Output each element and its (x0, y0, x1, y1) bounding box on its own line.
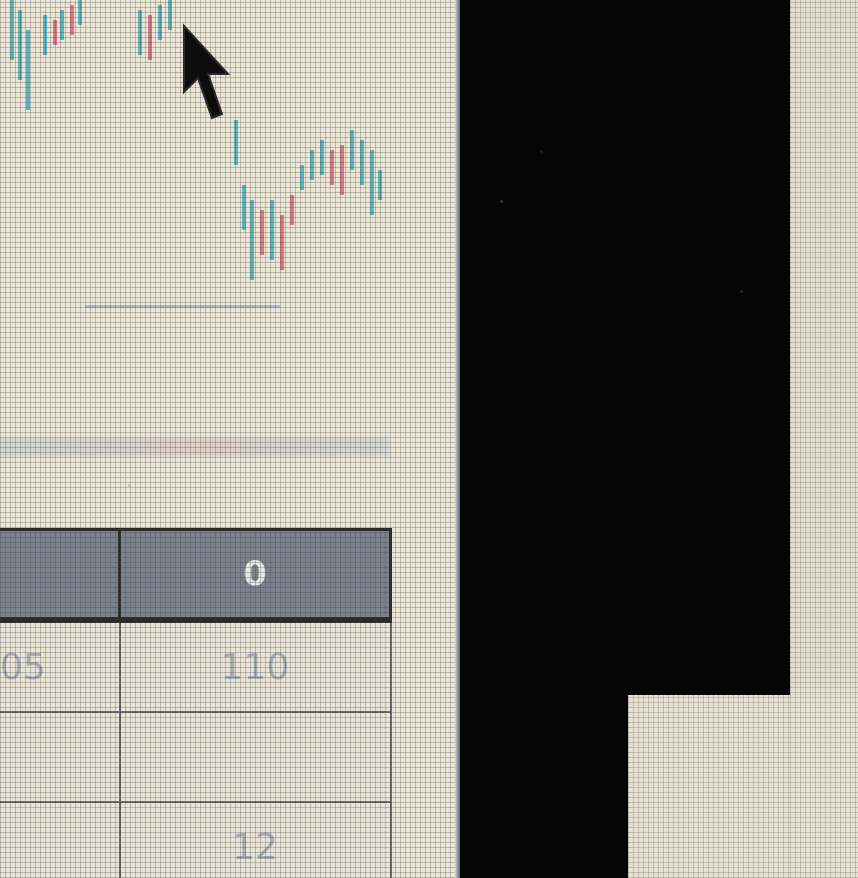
chart-axis-line (85, 305, 280, 308)
dust-speck (128, 484, 131, 487)
black-window-panel (460, 0, 790, 695)
table-cell: 12 (118, 801, 392, 878)
candlestick-chart (10, 0, 382, 280)
table-header-col-b[interactable]: 0 (118, 528, 392, 623)
table-row (0, 711, 392, 803)
table-cell (118, 711, 392, 803)
table-row: 05 110 (0, 619, 392, 713)
price-chart (0, 0, 460, 330)
table-cell (0, 801, 121, 878)
table-header-row: 0 (0, 528, 392, 623)
monitor-screen: 0 05 110 12 (0, 0, 460, 878)
table-cell: 05 (0, 619, 121, 713)
arrow-cursor-icon (183, 23, 231, 120)
chart-caption-blurred (0, 438, 390, 456)
dust-speck (540, 150, 543, 153)
screen-edge (455, 0, 463, 878)
black-window-panel-lower (460, 690, 628, 878)
background-region (628, 695, 858, 878)
dust-speck (740, 290, 743, 293)
table-row: 12 (0, 801, 392, 878)
table-header-col-a[interactable] (0, 528, 121, 623)
table-cell: 110 (118, 619, 392, 713)
data-table: 0 05 110 12 (0, 528, 392, 878)
table-cell (0, 711, 121, 803)
dust-speck (500, 200, 503, 203)
